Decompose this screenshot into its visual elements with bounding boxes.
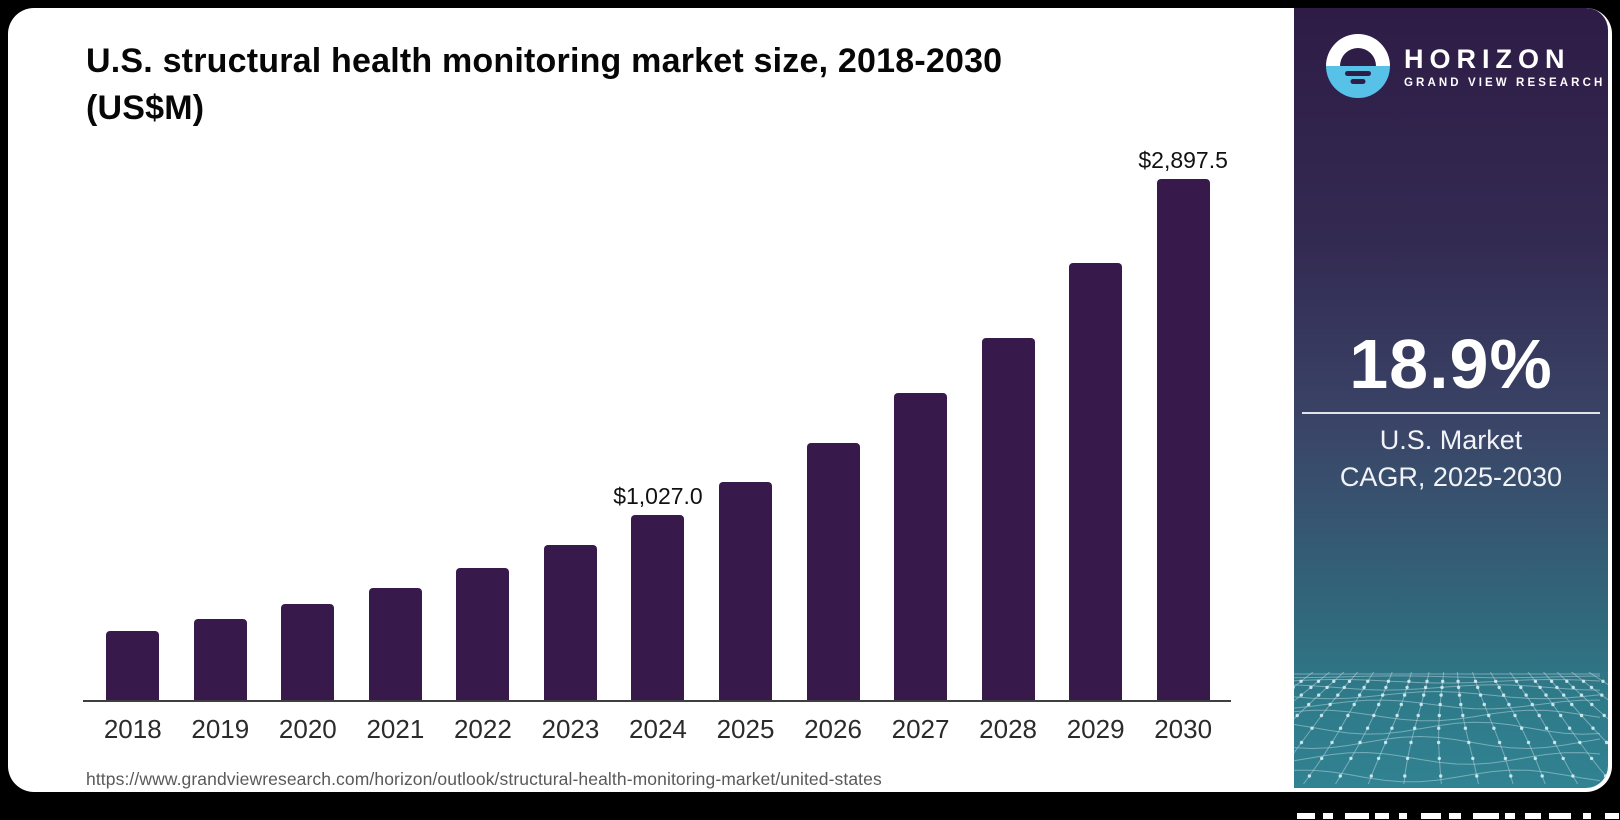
bar-2019 bbox=[193, 619, 247, 700]
brand-name: HORIZON bbox=[1404, 43, 1571, 74]
bar-2023 bbox=[543, 545, 597, 700]
bar-2029 bbox=[1069, 263, 1123, 700]
bottom-dash bbox=[1473, 813, 1499, 819]
horizon-logo-mark-icon bbox=[1326, 34, 1390, 98]
x-axis-label-2022: 2022 bbox=[453, 714, 512, 744]
bar-column-2018: 2018 bbox=[89, 157, 177, 744]
x-axis-label-2026: 2026 bbox=[804, 714, 862, 744]
bottom-dash bbox=[1525, 813, 1541, 819]
cagr-value: 18.9% bbox=[1349, 325, 1553, 403]
bar-2027 bbox=[894, 393, 948, 700]
x-axis-label-2027: 2027 bbox=[891, 714, 950, 744]
cagr-label: U.S. Market CAGR, 2025-2030 bbox=[1294, 422, 1608, 496]
reflection-dash-icon bbox=[1350, 79, 1366, 84]
chart-title-line2: (US$M) bbox=[86, 89, 205, 127]
bottom-dash bbox=[1345, 813, 1369, 819]
bar-2030: $2,897.5 bbox=[1138, 147, 1228, 700]
wireframe-mesh-decoration bbox=[1294, 671, 1608, 788]
bar-value-label-2024: $1,027.0 bbox=[613, 483, 703, 510]
x-axis-label-2018: 2018 bbox=[103, 714, 162, 744]
bottom-dash bbox=[1449, 813, 1461, 819]
bar-2028 bbox=[981, 338, 1035, 700]
bottom-dash bbox=[1583, 813, 1591, 819]
cagr-label-line1: U.S. Market bbox=[1379, 425, 1523, 455]
bar-column-2027: 2027 bbox=[877, 157, 965, 744]
x-axis-label-2025: 2025 bbox=[716, 714, 775, 744]
bottom-dash bbox=[1421, 813, 1441, 819]
bar-2018 bbox=[106, 630, 160, 700]
x-axis-label-2019: 2019 bbox=[191, 714, 250, 744]
x-axis-label-2021: 2021 bbox=[366, 714, 425, 744]
chart-title: U.S. structural health monitoring market… bbox=[86, 38, 1186, 132]
reflection-dash-icon bbox=[1345, 71, 1371, 76]
bar-2024: $1,027.0 bbox=[613, 483, 703, 700]
bar-2025 bbox=[718, 481, 772, 700]
bottom-dashes-decoration bbox=[1297, 813, 1619, 820]
bar-column-2023: 2023 bbox=[527, 157, 615, 744]
x-axis-label-2024: 2024 bbox=[629, 714, 687, 744]
logo-text: HORIZON GRAND VIEW RESEARCH bbox=[1404, 44, 1605, 89]
bar-column-2021: 2021 bbox=[352, 157, 440, 744]
bar-column-2025: 2025 bbox=[702, 157, 790, 744]
bar-column-2022: 2022 bbox=[439, 157, 527, 744]
bottom-dash bbox=[1549, 813, 1571, 819]
bar-column-2028: 2028 bbox=[964, 157, 1052, 744]
bar-column-2019: 2019 bbox=[177, 157, 265, 744]
sun-horizon-icon bbox=[1340, 48, 1376, 66]
brand-subtitle: GRAND VIEW RESEARCH bbox=[1404, 76, 1606, 89]
bottom-dash bbox=[1375, 813, 1389, 819]
bottom-dash bbox=[1505, 813, 1515, 819]
bar-column-2030: $2,897.5 2030 bbox=[1138, 147, 1228, 744]
bar-value-label-2030: $2,897.5 bbox=[1138, 147, 1228, 173]
x-axis-label-2028: 2028 bbox=[979, 714, 1037, 744]
bar-2021 bbox=[368, 588, 422, 700]
bar-chart: 2018 2019 2020 2021 2022 2023 $1,027.0 2024 2025… bbox=[89, 147, 1228, 744]
bar-2026 bbox=[806, 442, 860, 700]
bar-2020 bbox=[281, 604, 335, 700]
bottom-dash bbox=[1297, 813, 1315, 819]
x-axis-label-2023: 2023 bbox=[541, 714, 600, 744]
chart-title-line1: U.S. structural health monitoring market… bbox=[86, 42, 1003, 80]
bottom-dash bbox=[1605, 813, 1619, 819]
x-axis-line bbox=[83, 700, 1231, 702]
bottom-dash bbox=[1399, 813, 1407, 819]
bar-column-2020: 2020 bbox=[264, 157, 352, 744]
bottom-dash bbox=[1323, 813, 1333, 819]
bar-2022 bbox=[456, 568, 510, 700]
x-axis-label-2030: 2030 bbox=[1154, 714, 1213, 744]
source-url: https://www.grandviewresearch.com/horizo… bbox=[86, 769, 882, 789]
x-axis-label-2020: 2020 bbox=[278, 714, 337, 744]
bar-column-2026: 2026 bbox=[789, 157, 877, 744]
bar-column-2024: $1,027.0 2024 bbox=[613, 157, 703, 744]
x-axis-label-2029: 2029 bbox=[1066, 714, 1125, 744]
bar-column-2029: 2029 bbox=[1052, 157, 1140, 744]
insight-panel: HORIZON GRAND VIEW RESEARCH 18.9% U.S. M… bbox=[1294, 8, 1608, 788]
horizon-logo: HORIZON GRAND VIEW RESEARCH bbox=[1326, 34, 1605, 98]
cagr-label-line2: CAGR, 2025-2030 bbox=[1339, 462, 1563, 492]
stat-divider bbox=[1302, 412, 1600, 414]
